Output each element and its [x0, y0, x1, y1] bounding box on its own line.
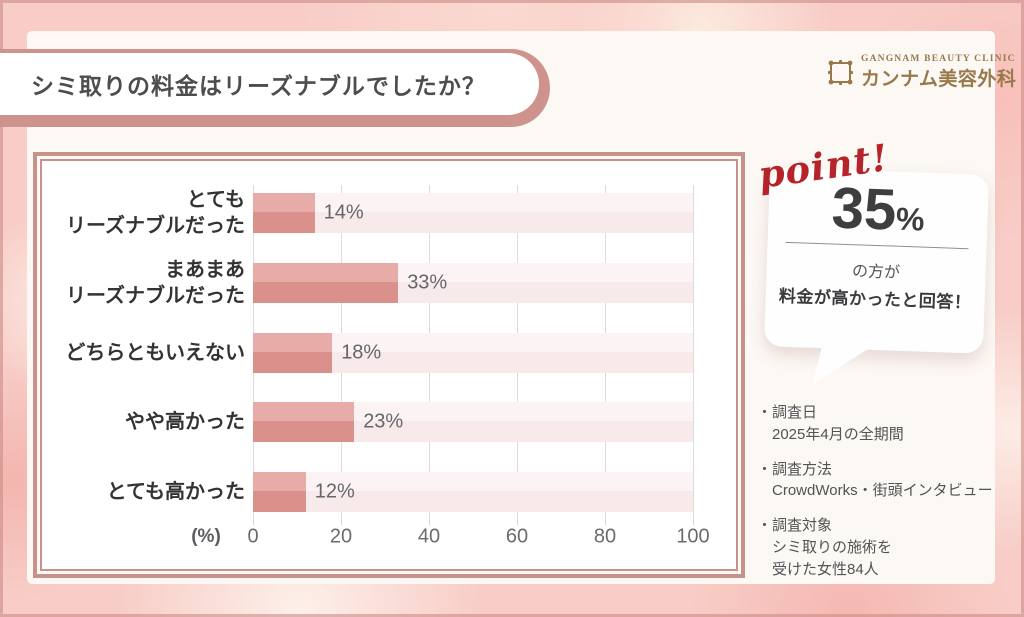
- bar: [253, 193, 315, 233]
- clinic-ornament-icon: [827, 59, 854, 86]
- x-tick-label: 80: [593, 525, 617, 548]
- note-label: 調査対象: [772, 517, 833, 534]
- note-value: 2025年4月の全期間: [772, 425, 904, 443]
- bullet-glyph: ・: [757, 517, 773, 534]
- bar-value-label: 14%: [323, 201, 364, 224]
- gridline: [693, 185, 694, 525]
- point-bubble: 35% の方が 料金が高かったと回答！: [763, 167, 990, 384]
- category-label: どちらともいえない: [65, 341, 245, 364]
- survey-note-method: ・ 調査方法 CrowdWorks・街頭インタビュー: [757, 459, 993, 503]
- bar: [253, 262, 399, 303]
- bullet-glyph: ・: [757, 460, 773, 478]
- bubble-line1: の方が: [851, 263, 901, 282]
- category-label: まあまあ リーズナブルだった: [66, 258, 245, 307]
- x-axis-unit-label: (%): [191, 526, 221, 547]
- bubble-tail-icon: [812, 346, 870, 384]
- x-tick-label: 100: [676, 525, 710, 548]
- chart-box: (%) 0 20 40 60 80 100 とても リーズナブルだった 14% まあまあ リーズ…: [40, 159, 738, 571]
- category-label: とても高かった: [106, 481, 245, 503]
- note-label: 調査方法: [772, 460, 833, 478]
- title-banner: シミ取りの料金はリーズナブルでしたか？: [0, 49, 550, 127]
- bar-value-label: 18%: [341, 341, 382, 363]
- x-tick-label: 40: [417, 525, 441, 548]
- chart-plot: (%) 0 20 40 60 80 100 とても リーズナブルだった 14% まあまあ リーズ…: [42, 161, 736, 569]
- page-title: シミ取りの料金はリーズナブルでしたか？: [31, 73, 486, 99]
- bar: [253, 402, 355, 443]
- category-label: とても リーズナブルだった: [66, 189, 245, 237]
- bar-value-label: 23%: [363, 410, 404, 433]
- clinic-logo: GANGNAM BEAUTY CLINIC カンナム美容外科: [827, 54, 1016, 91]
- big-percentage-unit: %: [895, 200, 926, 238]
- title-banner-inner: シミ取りの料金はリーズナブルでしたか？: [0, 53, 539, 115]
- x-tick-label: 20: [329, 525, 353, 548]
- survey-notes: ・ 調査日 2025年4月の全期間 ・ 調査方法 CrowdWorks・街頭イン…: [757, 402, 993, 593]
- clinic-name-jp: カンナム美容外科: [861, 69, 1017, 90]
- note-value: シミ取りの施術を 受けた女性84人: [772, 538, 893, 578]
- bar-value-label: 12%: [314, 480, 355, 503]
- bubble-line2: 料金が高かったと回答！: [778, 286, 972, 313]
- bar-track: [253, 472, 693, 512]
- bar: [253, 332, 333, 373]
- category-label: やや高かった: [125, 411, 245, 434]
- bar-value-label: 33%: [407, 271, 448, 294]
- survey-note-date: ・ 調査日 2025年4月の全期間: [757, 402, 993, 446]
- bar: [253, 472, 306, 512]
- note-value: CrowdWorks・街頭インタビュー: [772, 482, 993, 500]
- bullet-glyph: ・: [757, 404, 773, 421]
- x-tick-label: 0: [247, 525, 259, 548]
- bubble-divider: [785, 241, 969, 250]
- bar-track: [253, 193, 693, 233]
- survey-note-target: ・ 調査対象 シミ取りの施術を 受けた女性84人: [757, 515, 993, 580]
- clinic-name-en: GANGNAM BEAUTY CLINIC: [861, 54, 1016, 64]
- x-tick-label: 60: [505, 525, 529, 548]
- note-label: 調査日: [772, 404, 818, 421]
